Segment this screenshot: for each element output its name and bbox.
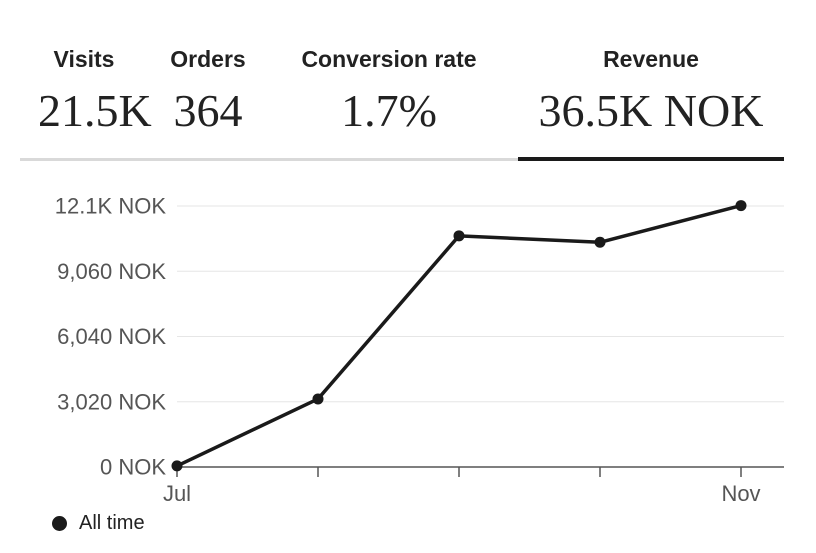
x-tick-label: Jul: [163, 481, 191, 506]
y-tick-label: 0 NOK: [100, 455, 166, 480]
tab-revenue-label: Revenue: [603, 46, 699, 72]
y-tick-label: 6,040 NOK: [57, 324, 166, 349]
metric-tabs: Visits 21.5K Orders 364 Conversion rate …: [0, 0, 816, 170]
tab-revenue[interactable]: Revenue 36.5K NOK: [518, 0, 784, 162]
tab-revenue-active-underline: [518, 157, 784, 161]
legend-label: All time: [79, 511, 145, 534]
tab-revenue-value: 36.5K NOK: [538, 85, 764, 136]
data-point: [594, 236, 606, 248]
tab-orders-label: Orders: [170, 46, 246, 72]
tab-visits-value: 21.5K: [38, 85, 152, 136]
data-point: [171, 460, 183, 472]
y-tick-label: 12.1K NOK: [55, 194, 167, 219]
y-tick-label: 9,060 NOK: [57, 259, 166, 284]
data-point: [735, 200, 747, 212]
tab-conversion-rate-label: Conversion rate: [301, 46, 477, 72]
chart-legend: All time: [52, 511, 145, 535]
tab-visits-label: Visits: [53, 46, 115, 72]
data-point: [312, 393, 324, 405]
tab-conversion-rate-value: 1.7%: [341, 85, 437, 136]
tab-visits[interactable]: Visits 21.5K: [38, 0, 152, 162]
y-tick-label: 3,020 NOK: [57, 389, 166, 414]
series-line: [175, 203, 743, 468]
x-tick-label: Nov: [721, 481, 760, 506]
tab-orders[interactable]: Orders 364: [158, 0, 258, 162]
tab-orders-value: 364: [173, 85, 243, 136]
tabs-underline-inactive: [20, 158, 518, 161]
revenue-line-chart: 0 NOK 3,020 NOK 6,040 NOK 9,060 NOK 12.1K NO…: [55, 194, 784, 506]
tab-conversion-rate[interactable]: Conversion rate 1.7%: [280, 0, 498, 162]
legend-marker: [52, 515, 67, 531]
data-point: [453, 230, 465, 242]
